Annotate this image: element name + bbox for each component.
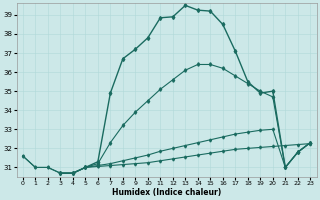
X-axis label: Humidex (Indice chaleur): Humidex (Indice chaleur) (112, 188, 221, 197)
